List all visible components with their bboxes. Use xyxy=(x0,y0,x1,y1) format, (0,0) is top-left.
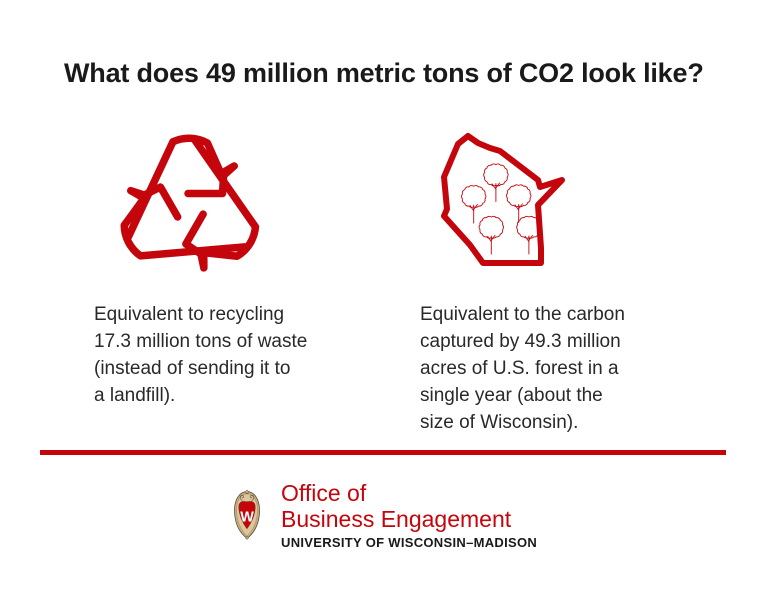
svg-text:W: W xyxy=(240,509,254,525)
